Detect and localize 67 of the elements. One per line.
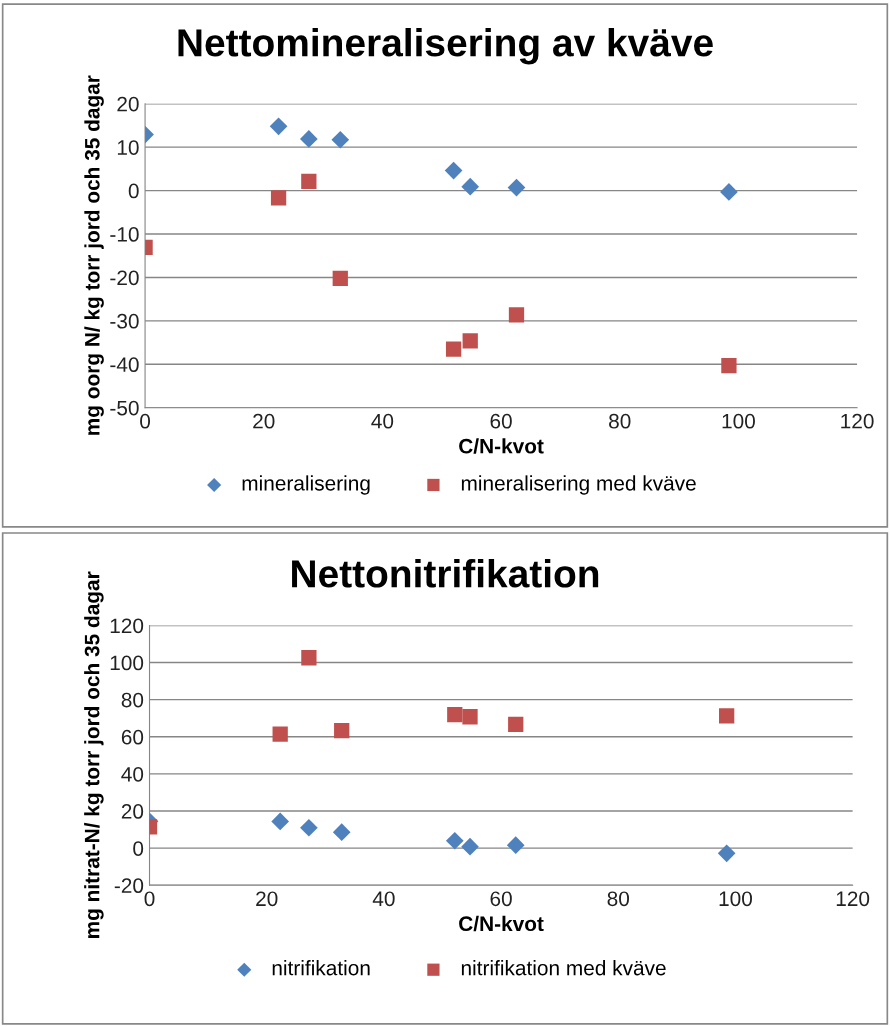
point	[332, 823, 351, 842]
point	[506, 836, 525, 855]
x-tick-label: 100	[719, 891, 752, 907]
point	[270, 190, 287, 206]
legend-label: nitrifikation	[272, 960, 370, 976]
y-tick-label: 100	[110, 655, 144, 671]
y-tick-label: -20	[114, 878, 144, 894]
point	[301, 173, 317, 190]
point	[462, 709, 478, 725]
x-tick-label: 60	[490, 413, 512, 429]
point	[461, 837, 479, 856]
chart-title: Nettomineralisering av kväve	[178, 28, 713, 65]
point	[334, 723, 350, 739]
legend-label: nitrifikation med kväve	[461, 960, 666, 976]
y-tick-label: 10	[117, 140, 139, 155]
y-tick-label: 80	[121, 692, 144, 708]
x-tick-label: 0	[144, 891, 155, 907]
point	[300, 818, 318, 837]
legend-label: mineralisering med kväve	[461, 475, 696, 495]
y-tick-label: 20	[121, 804, 144, 819]
point	[445, 341, 462, 357]
x-tick-label: 40	[372, 891, 395, 907]
point	[508, 307, 525, 323]
y-tick-label: 60	[121, 729, 144, 745]
point	[331, 130, 350, 149]
legend-label: mineralisering	[242, 475, 370, 495]
x-axis-title: C/N-kvot	[459, 438, 544, 454]
point	[445, 831, 464, 850]
point	[717, 844, 736, 863]
point	[271, 812, 290, 831]
x-tick-label: 80	[607, 891, 630, 907]
point	[447, 707, 463, 723]
x-tick-label: 20	[253, 413, 275, 429]
x-tick-label: 20	[256, 891, 278, 907]
y-tick-label: 40	[121, 766, 144, 782]
point	[269, 117, 288, 136]
point	[301, 650, 317, 666]
x-tick-label: 100	[722, 413, 755, 429]
y-tick-label: -50	[110, 400, 139, 416]
y-axis-title: mg nitrat-N/ kg torr jord och 35 dagar	[84, 571, 104, 939]
y-tick-label: -40	[110, 357, 139, 373]
x-axis-title: C/N-kvot	[459, 915, 544, 932]
point	[719, 708, 735, 724]
y-tick-label: -20	[110, 270, 139, 286]
point	[508, 716, 524, 732]
x-tick-label: 120	[836, 891, 870, 907]
point	[461, 177, 480, 196]
y-tick-label: 120	[110, 618, 144, 634]
y-tick-label: -10	[110, 227, 139, 242]
point	[444, 161, 463, 180]
y-tick-label: 0	[133, 841, 144, 856]
chart-title: Nettonitrifikation	[292, 559, 599, 588]
point	[299, 130, 318, 148]
x-tick-label: 120	[841, 413, 874, 429]
x-tick-label: 60	[490, 891, 512, 907]
point	[462, 333, 478, 349]
point	[507, 178, 526, 197]
x-tick-label: 40	[371, 413, 394, 429]
point	[272, 726, 288, 742]
point	[720, 183, 738, 201]
y-tick-label: 20	[117, 96, 139, 112]
y-tick-label: 0	[128, 183, 139, 199]
y-tick-label: -30	[110, 313, 139, 329]
y-axis-title: mg oorg N/ kg torr jord och 35 dagar	[84, 75, 104, 435]
point	[721, 357, 737, 374]
point	[332, 270, 348, 286]
x-tick-label: 80	[609, 413, 631, 429]
